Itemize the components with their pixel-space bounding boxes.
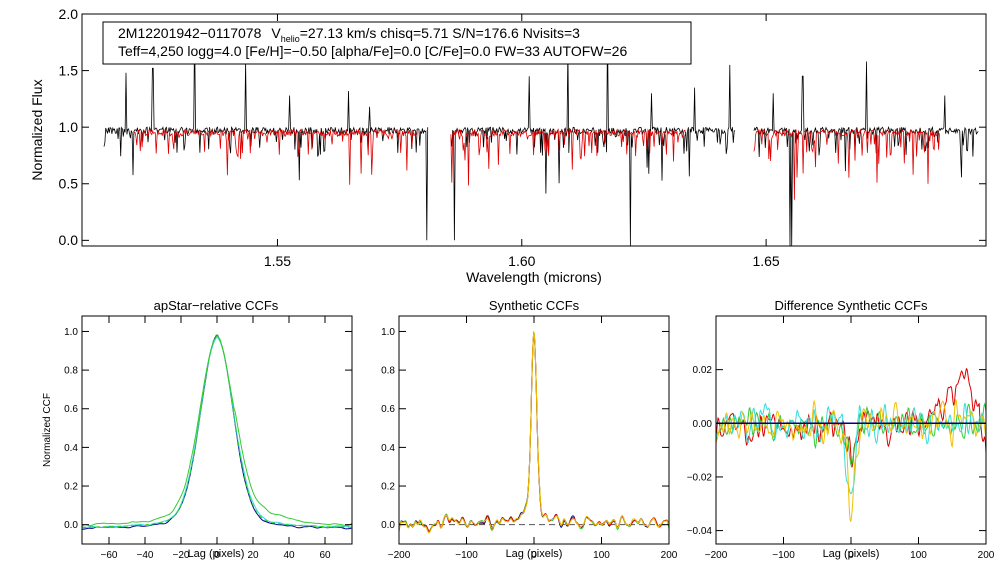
x-tick-label: −200 [388,550,411,561]
spectrum-panel: 1.55 1.60 1.65 0.0 0.5 1.0 1.5 2.0 2M12201942−0… [29,6,987,285]
x-tick-label: 100 [910,550,927,561]
synthetic-ccf-line-2 [398,332,670,533]
ccf-panel-3: Difference Synthetic CCFs −200 −100 0 100 20… [687,298,995,561]
ccf-panel-1-ylabel: Normalized CCF [42,393,53,467]
y-tick-label: 0.4 [381,443,395,454]
synthetic-ccf-line-3 [398,331,670,532]
x-tick-label: 1.60 [508,253,535,269]
ccf-dashed-line [81,334,353,528]
info-line-1: 2M12201942−0117078 Vhelio=27.13 km/s chis… [118,25,580,44]
spectrum-frame [81,13,987,247]
spectrum-plot-area [103,25,979,247]
x-tick-label: 200 [978,550,995,561]
spectrum-xlabel: Wavelength (microns) [466,269,602,285]
y-tick-label: −0.02 [687,472,713,483]
ccf-panel-2-plot [398,331,670,534]
y-tick-label: 1.0 [381,327,395,338]
y-tick-label: 0.0 [59,232,79,248]
info-box [102,21,692,65]
y-tick-label: 0.8 [64,366,78,377]
ccf-line-3 [81,335,353,527]
ccf-panel-1-xlabel: Lag (pixels) [188,548,245,560]
difference-ccf-line-4 [715,397,987,522]
info-line-2: Teff=4,250 logg=4.0 [Fe/H]=−0.50 [alpha/… [118,43,627,59]
ccf-panel-2-xlabel: Lag (pixels) [506,548,563,560]
x-tick-label: 1.65 [752,253,779,269]
y-tick-label: 0.00 [693,419,713,430]
ccf-panel-1-ticks: −60 −40 −20 0 20 40 60 0.0 0.2 0.4 0.6 0.8 1.0 [64,316,352,561]
spectrum-ticks: 1.55 1.60 1.65 0.0 0.5 1.0 1.5 2.0 [59,6,986,269]
y-tick-label: 0.6 [381,404,395,415]
y-tick-label: 0.2 [381,482,395,493]
y-tick-label: 2.0 [59,6,79,22]
x-tick-label: 200 [661,550,678,561]
ccf-panel-1-plot [81,334,353,530]
y-tick-label: 0.4 [64,443,78,454]
observed-spectrum-line [450,25,736,247]
y-tick-label: 0.6 [64,404,78,415]
y-tick-label: 1.5 [59,62,79,78]
x-tick-label: −20 [173,550,190,561]
ccf-line-2 [81,337,353,529]
x-tick-label: 40 [283,550,295,561]
ccf-line-1 [81,335,353,530]
x-tick-label: 1.55 [264,253,291,269]
ccf-panel-3-xlabel: Lag (pixels) [823,548,880,560]
model-spectrum-line [753,128,940,200]
ccf-panel-2-ticks: −200 −100 0 100 200 0.0 0.2 0.4 0.6 0.8 1.0 [381,316,678,561]
difference-ccf-line-1 [715,367,987,468]
synthetic-ccf-line-1 [398,331,670,533]
y-tick-label: 0.0 [64,520,78,531]
y-tick-label: 0.8 [381,366,395,377]
x-tick-label: 0 [214,550,220,561]
y-tick-label: 1.0 [64,327,78,338]
y-tick-label: 0.0 [381,520,395,531]
model-spectrum-line [450,128,687,186]
ccf-panel-1-title: apStar−relative CCFs [154,298,279,313]
synthetic-ccf-line-4 [398,331,670,534]
x-tick-label: −100 [772,550,795,561]
ccf-panel-2-title: Synthetic CCFs [489,298,580,313]
spectrum-ylabel: Normalized Flux [29,79,45,180]
ccf-panel-3-ticks: −200 −100 0 100 200 −0.04 −0.02 0.00 0.02 [687,316,995,561]
x-tick-label: 0 [848,550,854,561]
x-tick-label: 20 [247,550,259,561]
x-tick-label: 60 [319,550,331,561]
ccf-panel-1: apStar−relative CCFs −60 −40 −20 0 20 40 60 0.0… [42,298,353,561]
ccf-panel-2-frame [398,315,670,545]
y-tick-label: 0.5 [59,176,79,192]
ccf-panel-3-title: Difference Synthetic CCFs [775,298,928,313]
y-tick-label: 1.0 [59,119,79,135]
ccf-panel-3-plot [715,367,987,522]
y-tick-label: 0.02 [693,365,713,376]
x-tick-label: −40 [137,550,154,561]
model-spectrum-line [132,128,417,185]
x-tick-label: −60 [101,550,118,561]
y-tick-label: 0.2 [64,482,78,493]
ccf-panel-1-frame [81,315,353,545]
x-tick-label: −100 [455,550,478,561]
x-tick-label: −200 [705,550,728,561]
y-tick-label: −0.04 [687,526,713,537]
observed-spectrum-line [753,61,979,247]
x-tick-label: 0 [531,550,537,561]
ccf-panel-2: Synthetic CCFs −200 −100 0 100 200 0.0 0.2 0.4 0… [381,298,678,561]
ccf-panel-3-frame [715,315,987,545]
x-tick-label: 100 [593,550,610,561]
